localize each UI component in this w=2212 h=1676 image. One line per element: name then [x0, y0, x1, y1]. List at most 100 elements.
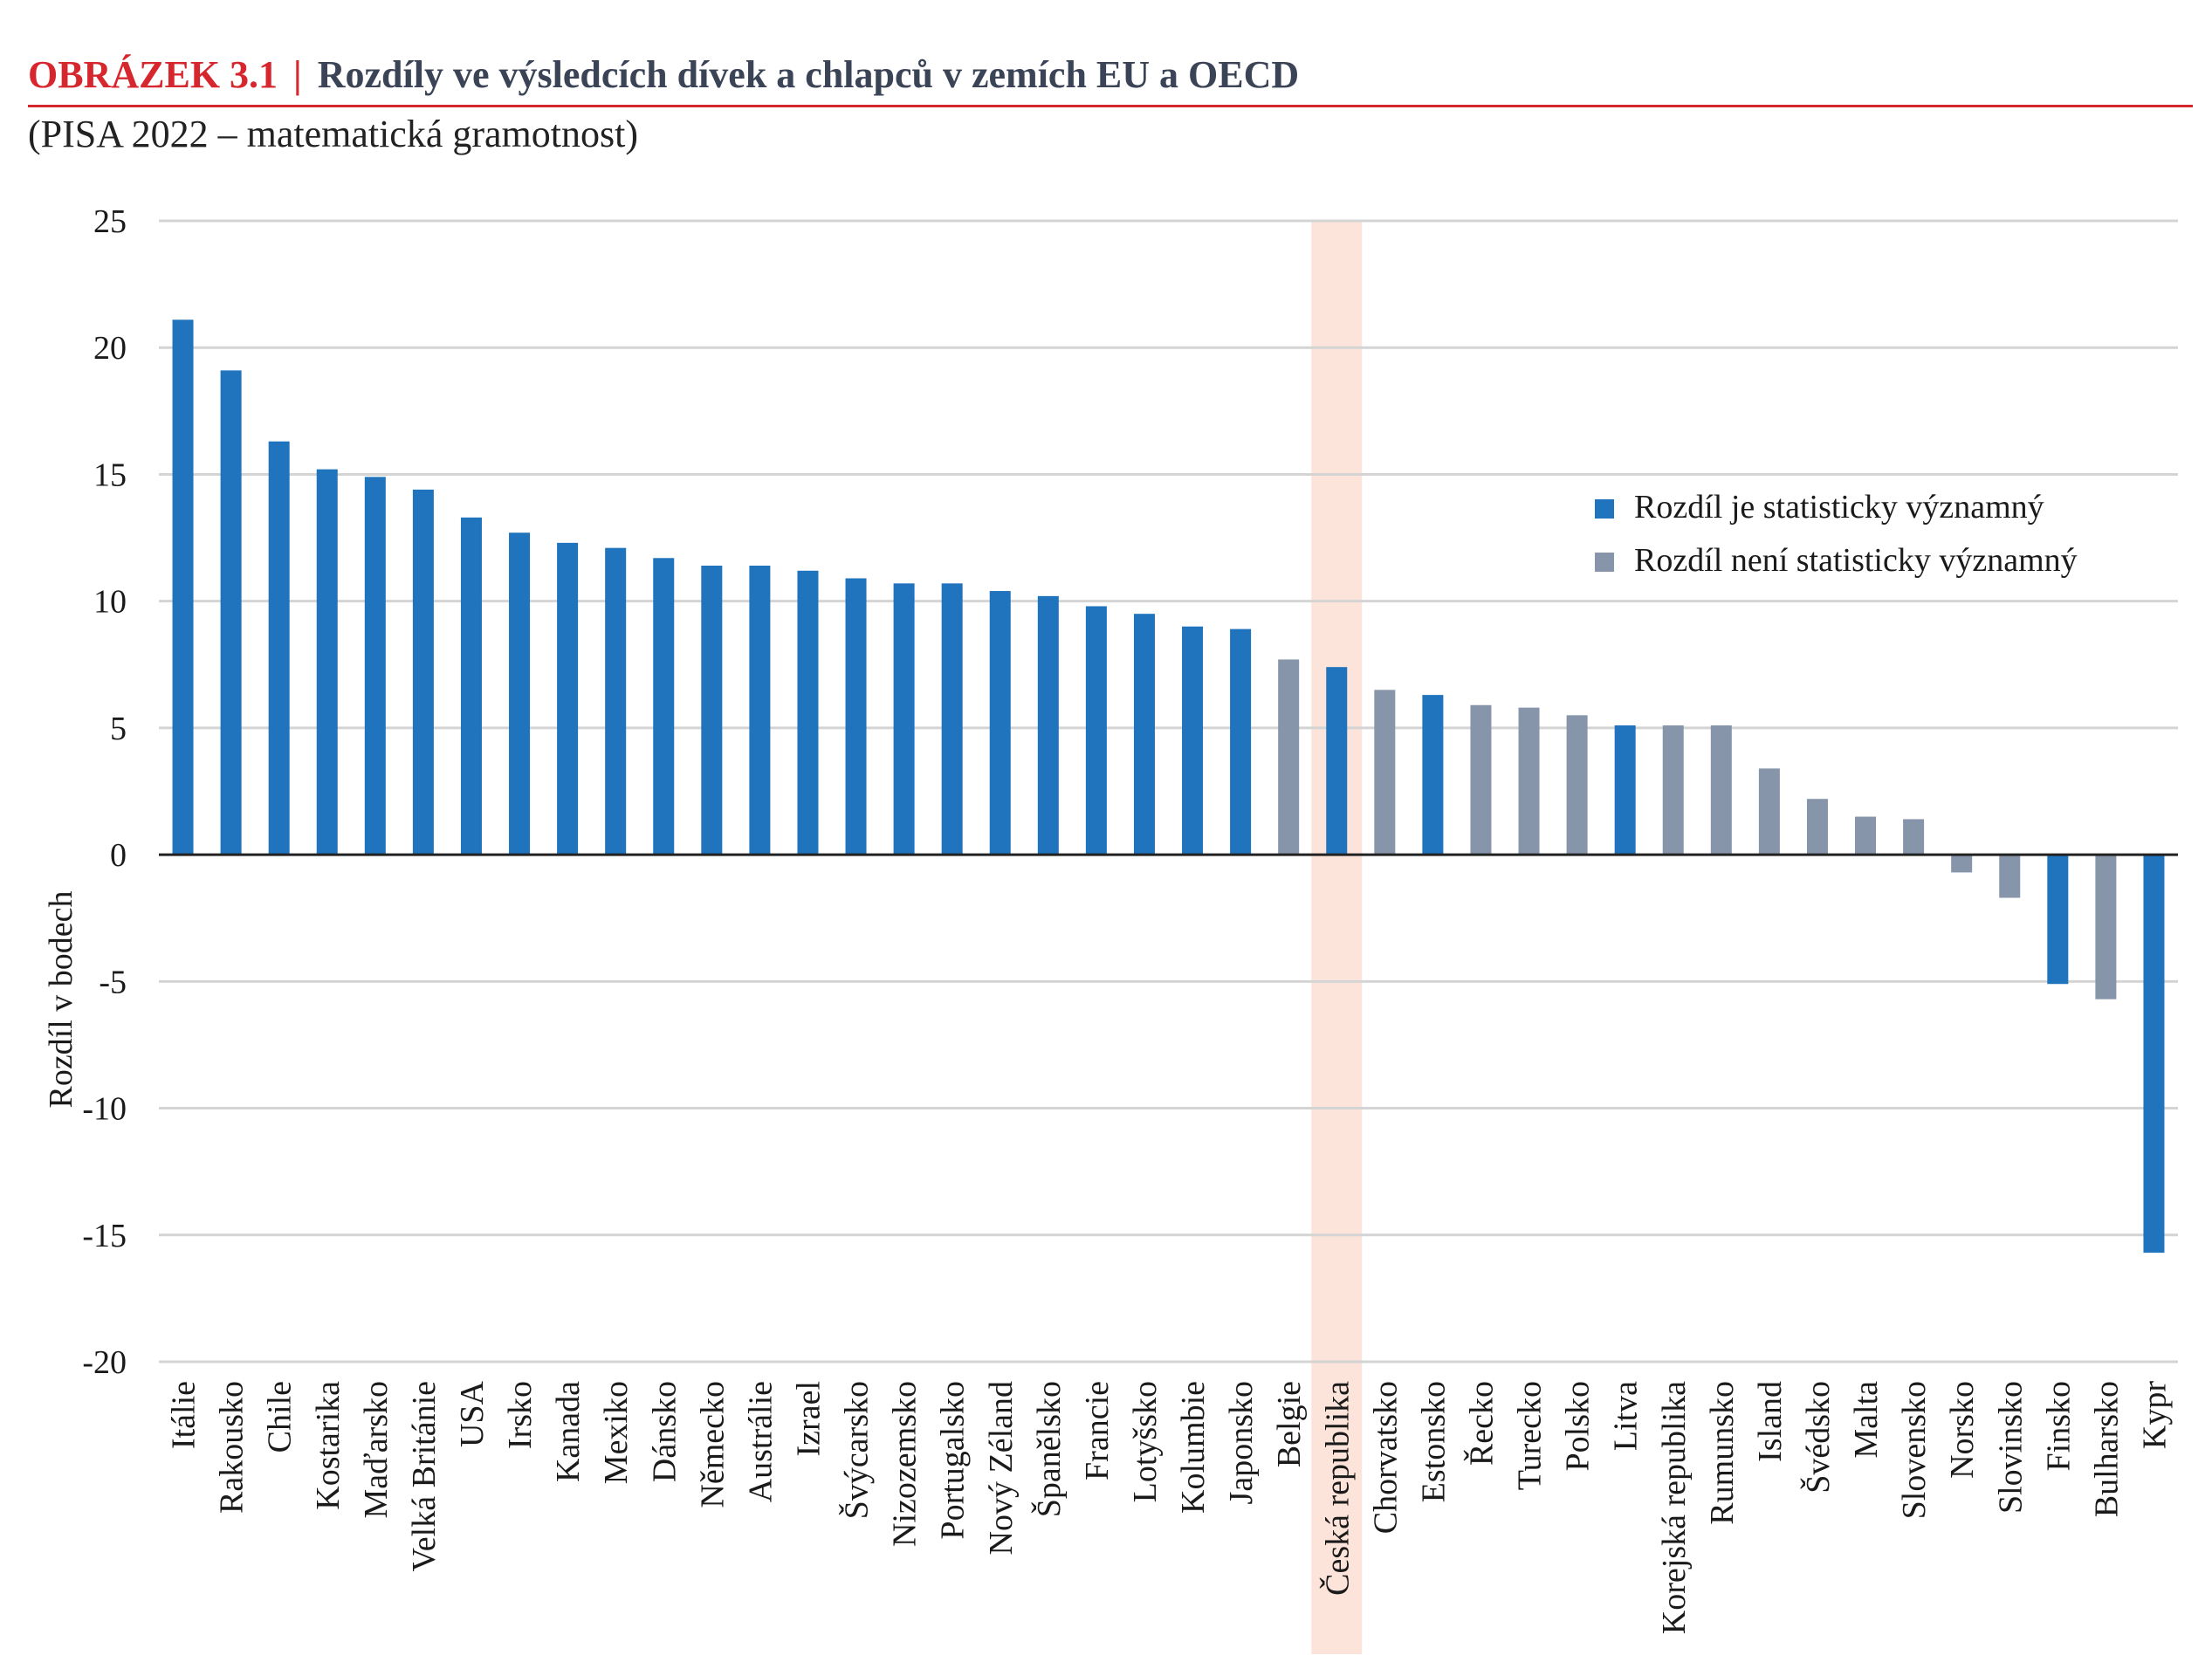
- legend-label-not-significant: Rozdíl není statisticky významný: [1634, 542, 2078, 579]
- y-tick-label: 5: [110, 711, 127, 747]
- x-tick-label-novy-zeland: Nový Zéland: [983, 1381, 1020, 1555]
- x-tick-label-portugalsko: Portugalsko: [935, 1381, 972, 1540]
- x-tick-label-estonsko: Estonsko: [1415, 1381, 1452, 1502]
- bar-slovensko: [1903, 819, 1925, 855]
- bar-velka-britanie: [412, 489, 434, 855]
- bar-australie: [749, 566, 771, 855]
- y-axis-label: Rozdíl v bodech: [43, 890, 79, 1108]
- x-tick-label-kolumbie: Kolumbie: [1175, 1381, 1212, 1514]
- x-tick-label-usa: USA: [454, 1380, 491, 1447]
- bar-irsko: [509, 532, 531, 855]
- bar-izrael: [797, 570, 819, 855]
- x-tick-label-izrael: Izrael: [790, 1381, 827, 1456]
- bar-estonsko: [1422, 695, 1444, 855]
- x-tick-label-bulharsko: Bulharsko: [2088, 1381, 2125, 1517]
- bar-slovinsko: [1999, 855, 2021, 898]
- x-tick-label-rumunsko: Rumunsko: [1704, 1381, 1741, 1525]
- y-tick-label: 10: [93, 584, 127, 621]
- x-tick-label-island: Island: [1752, 1381, 1789, 1462]
- x-tick-label-rakousko: Rakousko: [214, 1381, 251, 1514]
- x-tick-label-kypr: Kypr: [2136, 1381, 2173, 1449]
- x-tick-label-nemecko: Německo: [694, 1381, 731, 1508]
- x-tick-label-spanelsko: Španělsko: [1031, 1381, 1068, 1517]
- y-tick-label: -10: [82, 1091, 127, 1128]
- bar-turecko: [1518, 707, 1540, 855]
- x-tick-label-slovinsko: Slovinsko: [1992, 1381, 2029, 1514]
- bar-mexiko: [605, 547, 627, 855]
- figure-subtitle: (PISA 2022 – matematická gramotnost): [28, 113, 638, 155]
- x-tick-label-korejska-republika: Korejská republika: [1656, 1381, 1693, 1634]
- bar-francie: [1085, 606, 1107, 855]
- bar-belgie: [1278, 659, 1300, 855]
- y-tick-labels: 25 20 15 10 5 0 -5 -10 -15 -20: [82, 203, 127, 1381]
- bar-ceska-republika: [1326, 667, 1348, 855]
- bar-nemecko: [701, 566, 723, 855]
- figure-label: OBRÁZEK 3.1: [28, 53, 278, 96]
- highlight-band: [1311, 221, 1363, 1654]
- bar-kypr: [2143, 855, 2165, 1254]
- x-tick-label-australie: Austrálie: [742, 1381, 779, 1502]
- x-tick-label-recko: Řecko: [1463, 1381, 1500, 1466]
- bar-kanada: [557, 542, 579, 855]
- bar-kostarika: [316, 469, 338, 855]
- bar-madarsko: [364, 477, 386, 855]
- bar-lotyssko: [1133, 614, 1155, 855]
- legend-label-significant: Rozdíl je statisticky významný: [1634, 489, 2044, 525]
- x-tick-label-polsko: Polsko: [1560, 1381, 1597, 1471]
- x-tick-label-ceska-republika: Česká republika: [1319, 1381, 1356, 1596]
- bar-novy-zeland: [989, 591, 1011, 855]
- bar-portugalsko: [941, 583, 963, 855]
- x-tick-label-lotyssko: Lotyšsko: [1127, 1381, 1164, 1502]
- x-tick-label-italie: Itálie: [166, 1381, 203, 1449]
- figure-heading: OBRÁZEK 3.1 | Rozdíly ve výsledcích dívek …: [28, 45, 2193, 105]
- x-tick-label-litva: Litva: [1608, 1381, 1645, 1451]
- y-tick-label: -15: [82, 1218, 127, 1254]
- bar-polsko: [1566, 715, 1588, 855]
- grid-lines: [159, 219, 2178, 1363]
- bar-norsko: [1951, 855, 1973, 873]
- x-tick-label-slovensko: Slovensko: [1896, 1381, 1933, 1519]
- y-tick-label: 0: [110, 837, 127, 874]
- x-tick-label-norsko: Norsko: [1944, 1381, 1981, 1479]
- y-tick-label: -20: [82, 1344, 127, 1381]
- bar-island: [1758, 768, 1780, 855]
- legend-swatch-significant: [1595, 499, 1614, 519]
- bar-rakousko: [220, 370, 242, 855]
- bar-finsko: [2047, 855, 2069, 985]
- figure-separator: |: [293, 53, 302, 96]
- bar-korejska-republika: [1662, 725, 1684, 855]
- bar-usa: [460, 517, 482, 855]
- y-tick-label: -5: [99, 964, 127, 1000]
- bar-rumunsko: [1710, 725, 1732, 855]
- y-tick-label: 20: [93, 330, 127, 367]
- highlight-layer: [1311, 221, 1363, 1654]
- legend-swatch-not-significant: [1595, 553, 1614, 572]
- bar-recko: [1470, 704, 1492, 855]
- y-tick-label: 15: [93, 457, 127, 493]
- x-tick-label-dansko: Dánsko: [646, 1381, 683, 1482]
- x-tick-label-turecko: Turecko: [1512, 1381, 1549, 1490]
- figure-title: Rozdíly ve výsledcích dívek a chlapců v …: [317, 53, 1300, 96]
- bars: [172, 319, 2165, 1254]
- bar-japonsko: [1230, 628, 1252, 855]
- x-tick-label-velka-britanie: Velká Británie: [406, 1381, 443, 1571]
- x-tick-label-chile: Chile: [262, 1381, 299, 1453]
- x-tick-label-mexiko: Mexiko: [598, 1381, 635, 1484]
- bar-litva: [1614, 725, 1636, 855]
- bar-nizozemsko: [893, 583, 915, 855]
- x-tick-label-malta: Malta: [1848, 1381, 1885, 1459]
- bar-italie: [172, 319, 194, 855]
- x-tick-label-kostarika: Kostarika: [310, 1381, 347, 1510]
- x-tick-label-svedsko: Švédsko: [1800, 1381, 1837, 1494]
- bar-spanelsko: [1037, 595, 1059, 855]
- x-tick-label-francie: Francie: [1079, 1381, 1116, 1480]
- x-tick-label-irsko: Irsko: [502, 1381, 539, 1449]
- y-tick-label: 25: [93, 203, 127, 240]
- x-tick-label-japonsko: Japonsko: [1223, 1381, 1260, 1504]
- bar-chorvatsko: [1374, 690, 1396, 855]
- x-tick-label-chorvatsko: Chorvatsko: [1367, 1381, 1404, 1534]
- x-tick-label-finsko: Finsko: [2040, 1381, 2077, 1471]
- x-tick-label-belgie: Belgie: [1271, 1381, 1308, 1467]
- bar-svycarsko: [845, 578, 867, 855]
